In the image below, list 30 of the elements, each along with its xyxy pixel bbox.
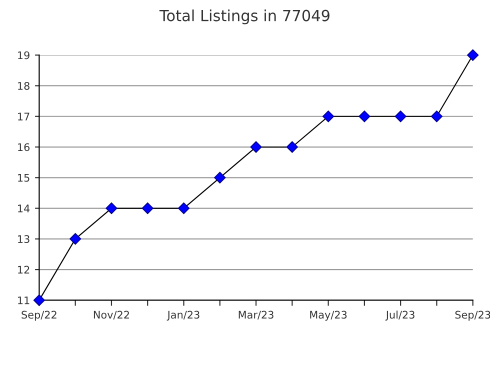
y-tick-label: 16: [18, 143, 30, 152]
point: [430, 110, 443, 122]
point: [142, 202, 154, 214]
point: [286, 141, 298, 153]
y-tick-label: 11: [18, 296, 30, 304]
point: [33, 294, 46, 306]
point: [70, 233, 82, 245]
point: [250, 141, 262, 153]
y-tick-label: 19: [18, 51, 30, 60]
x-tick-label: Jan/23: [166, 310, 200, 321]
point: [467, 49, 479, 61]
y-tick-label: 13: [18, 235, 30, 244]
x-tick-label: Nov/22: [94, 310, 129, 320]
y-tick-label: 12: [18, 266, 30, 274]
y-tick-label: 14: [18, 204, 30, 212]
x-tick-label: Jul/23: [385, 310, 414, 321]
y-tick-label: 17: [18, 112, 30, 120]
point: [394, 110, 406, 122]
point: [178, 202, 190, 214]
y-tick-label: 15: [18, 174, 30, 182]
x-tick-label: May/23: [310, 310, 347, 321]
x-tick-label: Mar/23: [238, 310, 274, 320]
point: [358, 110, 370, 122]
y-tick-label: 18: [18, 82, 30, 90]
x-tick-label: Sep/23: [455, 310, 490, 321]
chart-title: Total Listings in 77049: [159, 10, 330, 24]
point: [106, 202, 118, 214]
point: [214, 172, 226, 184]
x-tick-label: Sep/22: [22, 310, 56, 321]
point: [322, 110, 334, 122]
